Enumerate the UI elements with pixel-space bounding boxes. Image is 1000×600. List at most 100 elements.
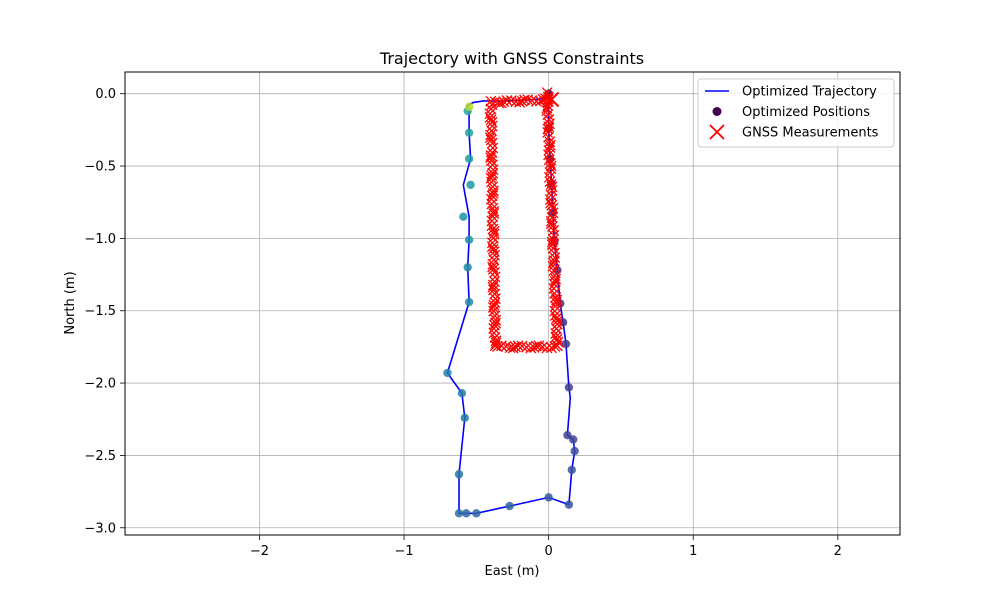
optimized-position-point xyxy=(454,470,464,479)
gnss-measurement-marker xyxy=(543,154,555,166)
gnss-measurement-marker xyxy=(487,164,499,176)
legend-x-swatch xyxy=(709,124,725,140)
optimized-position-point xyxy=(457,389,467,398)
gnss-measurement-marker xyxy=(488,205,500,217)
gnss-measurement-marker xyxy=(486,215,498,227)
gnss-measurement-marker xyxy=(487,167,499,179)
optimized-position-point xyxy=(464,297,474,307)
gnss-measurement-marker xyxy=(549,287,560,299)
gnss-measurement-marker xyxy=(487,263,499,275)
gnss-measurement-marker xyxy=(549,276,561,287)
gnss-measurement-marker xyxy=(489,276,500,288)
gnss-measurement-marker xyxy=(547,220,558,232)
gnss-measurement-marker xyxy=(547,202,559,214)
gnss-measurement-marker xyxy=(486,146,498,158)
gnss-measurement-marker xyxy=(507,342,519,354)
gnss-measurement-marker xyxy=(486,137,498,149)
y-tick-label: −1.0 xyxy=(84,232,116,247)
optimized-position-point xyxy=(564,383,574,392)
x-axis-label: East (m) xyxy=(485,564,540,579)
gnss-measurement-marker xyxy=(486,125,498,137)
gnss-measurement-marker xyxy=(486,220,498,232)
x-tick-label: −1 xyxy=(394,544,413,559)
gnss-measurement-marker xyxy=(547,207,559,219)
gnss-measurement-marker xyxy=(526,95,538,106)
gnss-measurement-marker xyxy=(543,149,554,161)
gnss-measurement-marker xyxy=(485,134,497,146)
gnss-measurement-marker xyxy=(542,93,554,105)
optimized-position-point xyxy=(464,102,474,111)
gnss-measurement-marker xyxy=(489,293,501,305)
gnss-measurement-marker xyxy=(551,340,563,352)
gnss-measurement-marker xyxy=(500,340,512,352)
optimized-position-point xyxy=(567,465,576,475)
optimized-position-point xyxy=(460,413,469,423)
optimized-position-point xyxy=(505,501,514,511)
gnss-measurement-marker xyxy=(545,197,557,209)
gnss-measurement-marker xyxy=(545,160,557,172)
optimized-position-point xyxy=(544,493,553,502)
gnss-measurement-marker xyxy=(525,342,537,354)
gnss-measurement-marker xyxy=(541,342,553,354)
gnss-measurement-marker xyxy=(550,297,562,308)
y-tick-label: 0.0 xyxy=(95,87,116,102)
gnss-measurement-marker xyxy=(541,105,553,117)
gnss-measurement-marker xyxy=(489,332,501,343)
optimized-position-point xyxy=(443,368,452,378)
optimized-position-point xyxy=(462,509,471,518)
gnss-measurement-marker xyxy=(551,323,562,335)
gnss-measurement-marker xyxy=(487,258,499,270)
x-tick-label: −2 xyxy=(250,544,269,559)
x-tick-label: 2 xyxy=(834,544,842,559)
x-tick-label: 1 xyxy=(689,544,697,559)
gnss-measurement-marker xyxy=(484,132,496,144)
legend-label: GNSS Measurements xyxy=(742,126,879,141)
gnss-measurement-marker xyxy=(545,218,557,230)
gnss-measurement-marker xyxy=(489,297,501,309)
optimized-position-point xyxy=(454,509,464,518)
gnss-measurement-marker xyxy=(487,202,499,214)
gnss-measurement-marker xyxy=(490,314,502,326)
gnss-measurement-marker xyxy=(485,103,497,115)
optimized-position-point xyxy=(569,435,578,444)
gnss-measurement-marker xyxy=(488,299,500,311)
gnss-measurement-marker xyxy=(488,185,499,197)
gnss-measurement-marker xyxy=(488,254,500,266)
optimized-position-point xyxy=(463,263,472,272)
optimized-position-point xyxy=(472,509,481,518)
gnss-measurement-marker xyxy=(545,163,557,175)
optimized-position-point xyxy=(561,339,571,349)
legend: Optimized Trajectory Optimized Positions G… xyxy=(697,78,895,148)
chart-title: Trajectory with GNSS Constraints xyxy=(379,49,644,68)
gnss-measurement-marker xyxy=(541,87,553,99)
gnss-measurement-marker xyxy=(548,229,560,241)
gnss-measurement-marker xyxy=(548,278,560,290)
gnss-measurement-marker xyxy=(504,342,516,354)
x-tick-label: 0 xyxy=(545,544,553,559)
gnss-measurement-marker xyxy=(547,260,559,272)
gnss-measurement-marker xyxy=(495,97,507,109)
gnss-measurement-marker xyxy=(489,288,501,300)
axis-ticks: −2 −1 0 1 2 0.0 −0.5 −1.0 −1.5 −2.0 −2.5 −3.0 xyxy=(84,87,842,559)
gnss-measurement-marker xyxy=(542,126,554,138)
plot-area xyxy=(443,87,579,518)
gnss-measurement-marker xyxy=(551,318,563,330)
gnss-measurement-marker xyxy=(552,336,564,348)
gnss-measurement-marker xyxy=(548,283,560,294)
legend-label: Optimized Positions xyxy=(742,105,870,120)
legend-label: Optimized Trajectory xyxy=(742,85,877,100)
legend-point-swatch xyxy=(712,107,722,116)
gnss-measurement-marker xyxy=(544,136,556,148)
optimized-position-point xyxy=(459,212,468,221)
gnss-measurement-marker xyxy=(530,95,542,107)
gnss-measurement-marker xyxy=(544,167,556,179)
optimized-position-point xyxy=(464,128,474,137)
y-tick-label: −0.5 xyxy=(84,160,116,175)
gnss-measurement-marker xyxy=(488,225,500,237)
optimized-position-point xyxy=(570,446,579,456)
legend-box xyxy=(697,78,895,148)
gnss-measurement-marker xyxy=(522,94,534,106)
gnss-measurement-marker xyxy=(487,159,498,171)
gnss-measurement-marker xyxy=(484,108,496,120)
